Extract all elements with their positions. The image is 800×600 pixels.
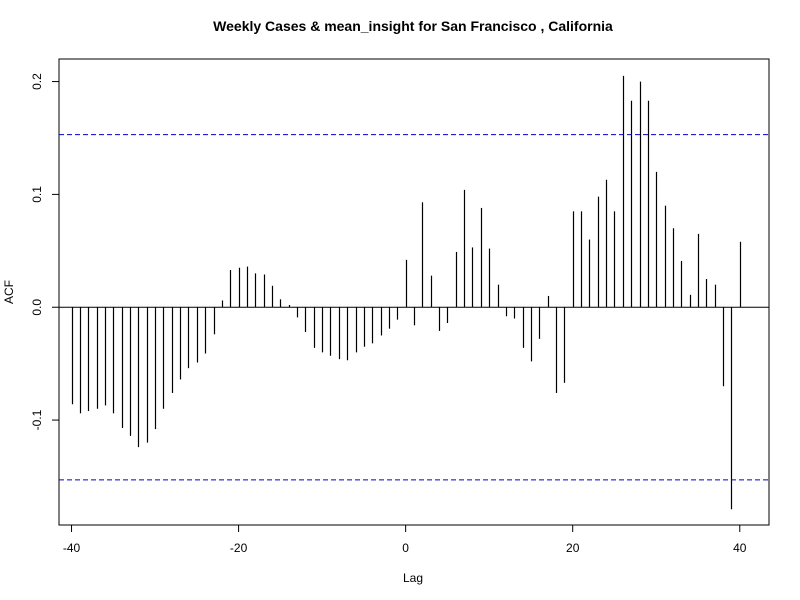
x-axis: -40 -20 0 20 40 — [63, 524, 747, 555]
y-axis-label: ACF — [2, 280, 16, 304]
x-tick-label: 0 — [402, 541, 409, 555]
x-tick-label: -20 — [230, 541, 248, 555]
x-tick-label: -40 — [63, 541, 81, 555]
y-tick-label: -0.1 — [30, 409, 44, 430]
y-axis: -0.1 0.0 0.1 0.2 — [30, 73, 60, 430]
y-tick-label: 0.1 — [30, 186, 44, 203]
y-tick-label: 0.2 — [30, 73, 44, 90]
acf-bars — [71, 75, 742, 510]
y-tick-label: 0.0 — [30, 299, 44, 316]
x-axis-label: Lag — [403, 571, 423, 585]
chart-title: Weekly Cases & mean_insight for San Fran… — [213, 18, 613, 34]
plot-frame — [58, 58, 770, 526]
x-tick-label: 20 — [566, 541, 580, 555]
x-tick-label: 40 — [733, 541, 747, 555]
